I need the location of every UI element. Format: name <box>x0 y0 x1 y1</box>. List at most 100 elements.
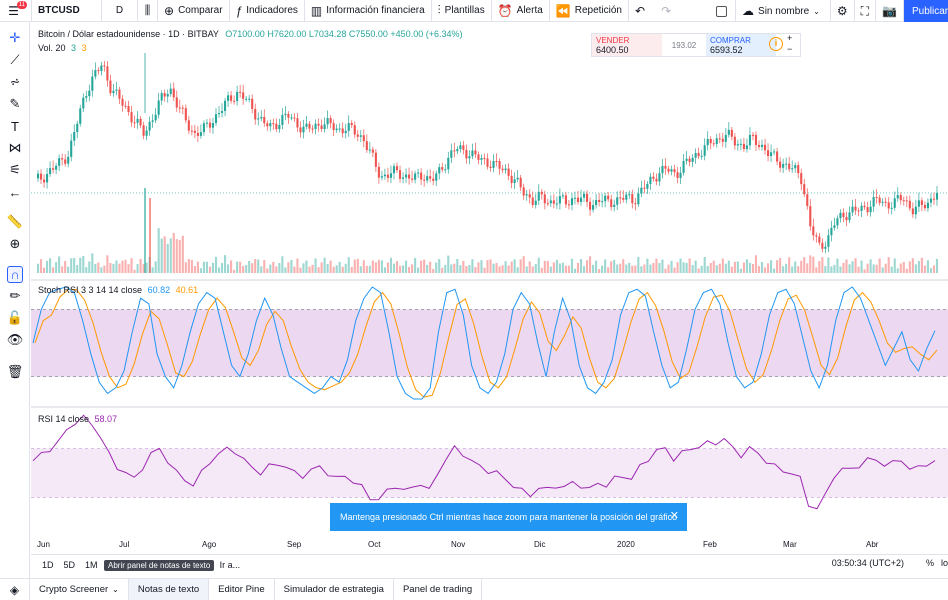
percent-scale-button[interactable]: % <box>925 558 934 568</box>
candle-body <box>296 118 299 128</box>
crosshair-tool[interactable]: ✛ <box>0 28 30 48</box>
candle-body <box>290 117 293 119</box>
candle-body <box>920 200 923 205</box>
candle-body <box>55 165 58 170</box>
compare-button[interactable]: ⊕ Comparar <box>158 0 230 22</box>
volume-bar <box>785 263 788 273</box>
volume-bar <box>205 261 209 273</box>
candle-body <box>181 107 184 109</box>
volume-bar <box>649 264 652 273</box>
templates-button[interactable]: ⫶ Plantillas <box>432 0 492 22</box>
volume-bar <box>863 269 866 273</box>
candle-body <box>646 183 649 189</box>
candle-body <box>564 195 567 205</box>
tab-text-notes[interactable]: Notas de texto <box>128 578 210 600</box>
candle-body <box>827 235 830 247</box>
info-icon[interactable]: i <box>769 37 783 51</box>
candle-body <box>763 144 767 151</box>
pattern-tool[interactable]: ⋈ <box>0 138 30 158</box>
financials-button[interactable]: ▥ Información financiera <box>305 0 432 22</box>
volume-bar <box>477 262 480 273</box>
clock-timezone[interactable]: 03:50:34 (UTC+2) <box>831 558 904 568</box>
undo-button[interactable]: ↶ <box>629 0 655 22</box>
candle-body <box>471 150 474 157</box>
chart-type-button[interactable]: ⫼ <box>138 0 158 22</box>
layout-name-button[interactable]: ☁ Sin nombre ⌄ <box>735 0 831 22</box>
tab-crypto-screener[interactable]: Crypto Screener ⌄ <box>30 578 129 600</box>
interval-button[interactable]: D <box>102 0 138 22</box>
redo-button[interactable]: ↷ <box>655 0 681 22</box>
candle-body <box>691 157 694 162</box>
snapshot-button[interactable]: 📷 <box>876 0 904 22</box>
time-axis[interactable]: Jun Jul Ago Sep Oct Nov Dic 2020 Feb Mar Abr <box>31 540 948 552</box>
close-icon[interactable]: ✕ <box>669 510 679 522</box>
volume-bar <box>374 262 377 273</box>
fullscreen-button[interactable]: ⛶ <box>855 0 877 22</box>
replay-button[interactable]: ⏪ Repetición <box>550 0 629 22</box>
zoom-tool[interactable]: ⊕ <box>0 234 30 254</box>
buy-button[interactable]: COMPRAR 6593.52 <box>706 34 776 56</box>
magnet-tool[interactable]: ∩ <box>0 264 30 284</box>
candle-body <box>501 168 504 171</box>
publish-button[interactable]: Publicar <box>904 0 948 22</box>
settings-button[interactable]: ⚙ <box>831 0 855 22</box>
candle-body <box>911 208 914 215</box>
layout-checkbox[interactable] <box>716 5 728 17</box>
back-tool[interactable]: ← <box>0 182 30 202</box>
volume-bar <box>163 236 166 273</box>
candle-body <box>417 172 420 174</box>
alert-button[interactable]: ⏰ Alerta <box>492 0 550 22</box>
volume-bar <box>751 263 755 273</box>
delete-tool[interactable]: 🗑 <box>0 362 30 382</box>
text-tool[interactable]: T <box>0 116 30 136</box>
candle-body <box>917 200 920 207</box>
menu-button[interactable]: ☰ 11 <box>0 0 32 22</box>
range-1d[interactable]: 1D <box>42 559 54 570</box>
prediction-tool[interactable]: ⚟ <box>0 160 30 180</box>
brush-tool[interactable]: ✎ <box>0 94 30 114</box>
volume-bar <box>537 257 540 273</box>
candle-body <box>661 165 664 174</box>
tab-trading-panel[interactable]: Panel de trading <box>394 578 483 600</box>
ruler-tool[interactable]: 📏 <box>0 212 30 232</box>
volume-bar <box>800 260 803 273</box>
candle-body <box>766 150 770 157</box>
zoom-hint-toast: Mantenga presionado Ctrl mientras hace z… <box>330 503 687 531</box>
tab-pine-editor[interactable]: Editor Pine <box>209 578 275 600</box>
fib-tool[interactable]: ⩫ <box>0 72 30 92</box>
log-scale-button[interactable]: lo <box>940 558 948 568</box>
financials-label: Información financiera <box>326 5 425 16</box>
candle-body <box>932 198 936 200</box>
candle-body <box>435 173 438 181</box>
volume-bar <box>703 256 706 273</box>
lock-tool[interactable]: 🔓 <box>0 308 30 328</box>
goto-date-button[interactable]: Ir a... <box>219 559 241 570</box>
ohlc-values: O7100.00 H7620.00 L7034.28 C7550.00 +450… <box>225 29 463 39</box>
candle-body <box>733 136 736 146</box>
visibility-tool[interactable]: 👁 <box>0 330 30 350</box>
indicators-button[interactable]: ƒ Indicadores <box>230 0 305 22</box>
volume-bar <box>359 266 362 273</box>
candle-body <box>489 166 492 168</box>
sell-button[interactable]: VENDER 6400.50 <box>592 34 662 56</box>
chart-area[interactable]: Bitcoin / Dólar estadounidense · 1D · BI… <box>31 23 948 553</box>
tab-strategy-tester[interactable]: Simulador de estrategia <box>275 578 394 600</box>
candle-body <box>601 201 604 203</box>
range-1m[interactable]: 1M <box>85 559 98 570</box>
candle-body <box>537 191 540 201</box>
candle-body <box>878 197 881 203</box>
compare-label: Comparar <box>178 5 223 16</box>
candle-body <box>486 158 489 167</box>
range-5d[interactable]: 5D <box>63 559 76 570</box>
trend-line-tool[interactable]: ⟋ <box>0 50 30 70</box>
rewind-icon: ⏪ <box>555 3 571 18</box>
candle-body <box>248 98 251 100</box>
quantity-stepper[interactable]: + − <box>787 33 793 54</box>
candle-body <box>812 226 815 236</box>
layers-button[interactable]: ◈ <box>0 578 30 600</box>
stay-drawing-tool[interactable]: ✏ <box>0 286 30 306</box>
symbol-search-button[interactable]: BTCUSD <box>32 0 102 22</box>
volume-bar <box>492 263 495 273</box>
volume-bar <box>395 261 399 273</box>
volume-bar <box>896 268 899 273</box>
